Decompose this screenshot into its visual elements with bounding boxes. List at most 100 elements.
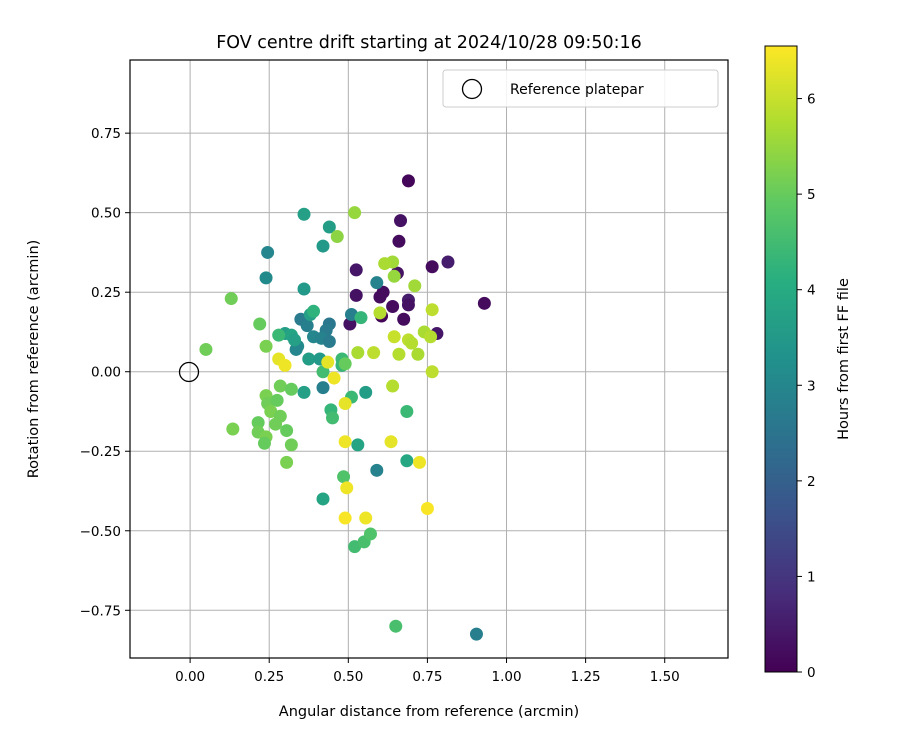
x-tick-label: 0.25 (254, 669, 284, 685)
y-tick-label: 0.75 (91, 126, 121, 142)
data-point (322, 220, 336, 234)
data-point (389, 619, 403, 633)
data-point (307, 304, 321, 318)
data-point (261, 245, 275, 259)
data-point (199, 342, 213, 356)
data-point (316, 492, 330, 506)
data-point (297, 282, 311, 296)
data-point (343, 317, 357, 331)
data-point (338, 511, 352, 525)
data-point (288, 333, 302, 347)
data-point (337, 470, 351, 484)
plot-frame (129, 59, 729, 659)
x-axis-ticks: 0.00 0.25 0.50 0.75 1.00 1.25 1.50 (175, 658, 680, 685)
data-point (325, 411, 339, 425)
colorbar-tick-label: 5 (807, 187, 816, 203)
data-point (373, 306, 387, 320)
data-point (349, 263, 363, 277)
data-point (363, 527, 377, 541)
data-point (316, 381, 330, 395)
data-point (340, 481, 354, 495)
data-point (280, 455, 294, 469)
reference-platepar-marker (178, 361, 200, 383)
data-point (297, 385, 311, 399)
data-point (321, 355, 335, 369)
data-point (469, 627, 483, 641)
data-point (441, 255, 455, 269)
data-point (394, 214, 408, 228)
data-point (351, 438, 365, 452)
data-point (327, 371, 341, 385)
data-point (378, 257, 392, 271)
y-axis-label: Rotation from reference (arcmin) (26, 240, 42, 479)
data-point (322, 335, 336, 349)
data-point (338, 357, 352, 371)
x-tick-label: 1.00 (491, 669, 521, 685)
data-point (411, 347, 425, 361)
data-point (257, 436, 271, 450)
data-point (387, 269, 401, 283)
data-point (351, 346, 365, 360)
data-point (386, 379, 400, 393)
data-point (359, 385, 373, 399)
data-point (392, 347, 406, 361)
colorbar-gradient (765, 46, 797, 672)
data-point (425, 365, 439, 379)
x-tick-label: 1.50 (650, 669, 680, 685)
data-point (253, 317, 267, 331)
x-tick-label: 0.75 (412, 669, 442, 685)
data-points (199, 174, 491, 641)
data-point (413, 455, 427, 469)
data-point (477, 296, 491, 310)
data-point (338, 397, 352, 411)
data-point (370, 463, 384, 477)
x-tick-label: 0.00 (175, 669, 205, 685)
y-tick-label: 0.50 (91, 206, 121, 222)
colorbar: 0 1 2 3 4 5 6 Hours from first FF file (764, 45, 852, 681)
legend: Reference platepar (442, 69, 719, 108)
y-tick-label: −0.25 (80, 444, 121, 460)
data-point (259, 339, 273, 353)
colorbar-frame (764, 45, 798, 673)
data-point (425, 260, 439, 274)
data-point (273, 379, 287, 393)
data-point (354, 311, 368, 325)
data-point (338, 435, 352, 449)
data-point (386, 300, 400, 314)
data-point (384, 435, 398, 449)
y-tick-label: 0.00 (91, 365, 121, 381)
data-point (226, 422, 240, 436)
x-tick-label: 0.50 (333, 669, 363, 685)
colorbar-tick-label: 6 (807, 92, 816, 108)
data-point (425, 303, 439, 317)
data-point (300, 319, 314, 333)
y-tick-label: −0.75 (80, 603, 121, 619)
data-point (408, 279, 422, 293)
data-point (272, 328, 286, 342)
data-point (284, 382, 298, 396)
data-point (330, 230, 344, 244)
x-tick-label: 1.25 (571, 669, 601, 685)
legend-entry-reference-platepar: Reference platepar (510, 82, 644, 98)
legend-marker-icon (461, 78, 483, 100)
colorbar-tick-label: 1 (807, 569, 816, 585)
data-point (400, 404, 414, 418)
data-point (348, 206, 362, 220)
data-point (424, 330, 438, 344)
data-point (370, 276, 384, 290)
data-point (400, 454, 414, 468)
colorbar-ticks: 0 1 2 3 4 5 6 (797, 92, 816, 681)
data-point (392, 234, 406, 248)
data-point (401, 174, 415, 188)
data-point (270, 393, 284, 407)
data-point (280, 424, 294, 438)
data-point (373, 290, 387, 304)
data-point (297, 207, 311, 221)
y-axis-ticks: −0.75 −0.50 −0.25 0.00 0.25 0.50 0.75 (80, 126, 130, 619)
data-point (259, 271, 273, 285)
data-point (224, 292, 238, 306)
data-point (405, 336, 419, 350)
data-point (269, 417, 283, 431)
